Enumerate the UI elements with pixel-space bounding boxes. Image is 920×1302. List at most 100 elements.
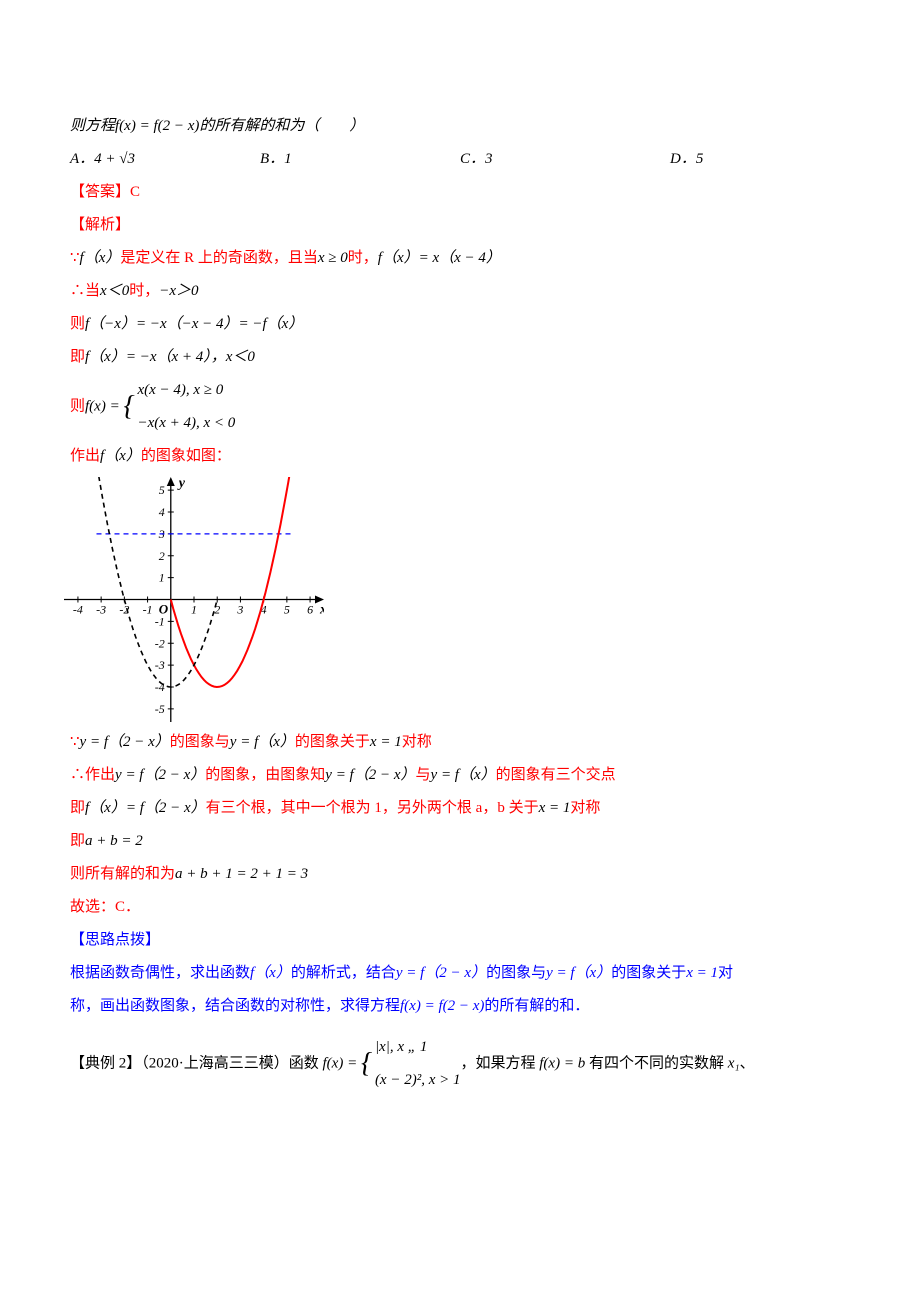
s11a: 则所有解的和为 [70, 866, 175, 882]
svg-text:-2: -2 [155, 636, 165, 650]
ex2b: f(x) = [323, 1055, 361, 1071]
sol-line-6: 作出f（x）的图象如图： [70, 440, 850, 473]
s7a: ∵ [70, 734, 80, 750]
option-d: D．5 [670, 143, 703, 176]
s2e: −x＞0 [159, 283, 198, 299]
svg-text:-4: -4 [73, 603, 83, 617]
s10a: 即 [70, 833, 85, 849]
sol-line-4: 即f（x）= −x（x + 4），x＜0 [70, 341, 850, 374]
ex2a: 【典例 2】（2020·上海高三三模）函数 [70, 1055, 319, 1071]
s9d: x = 1 [539, 800, 571, 816]
function-graph: -4-3-2-1123456-5-4-3-2-112345Oxy [64, 477, 324, 722]
h2a: 称，画出函数图象，结合函数的对称性，求得方程 [70, 998, 400, 1014]
svg-text:6: 6 [307, 603, 313, 617]
piecewise-2: {|x|, x „ 1 (x − 2)², x > 1 [361, 1031, 461, 1097]
s7f: x = 1 [370, 734, 402, 750]
s7g: 对称 [402, 734, 432, 750]
svg-text:-3: -3 [96, 603, 106, 617]
sol-line-10: 即a + b = 2 [70, 825, 850, 858]
s8d: 的图象，由图象知 [205, 767, 325, 783]
svg-text:O: O [159, 602, 169, 617]
option-c: C．3 [460, 143, 670, 176]
svg-text:-5: -5 [155, 702, 165, 716]
h2c: 的所有解的和． [484, 998, 589, 1014]
s7d: y = f（x） [230, 734, 295, 750]
s8h: 的图象有三个交点 [496, 767, 616, 783]
pw2-row2: (x − 2)², x > 1 [375, 1072, 461, 1088]
svg-text:-3: -3 [155, 658, 165, 672]
s2b: 当 [85, 283, 100, 299]
s9c: 有三个根，其中一个根为 1，另外两个根 a，b 关于 [206, 800, 539, 816]
sol-line-7: ∵y = f（2 − x）的图象与y = f（x）的图象关于x = 1对称 [70, 726, 850, 759]
s10b: a + b = 2 [85, 833, 143, 849]
svg-text:-1: -1 [143, 603, 153, 617]
s3a: 则 [70, 316, 85, 332]
options-row: A．4 + √3 B．1 C．3 D．5 [70, 143, 850, 176]
ex2d: f(x) = b [539, 1055, 585, 1071]
s1c: 是定义在 R 上的奇函数，且当 [120, 250, 318, 266]
s8c: y = f（2 − x） [115, 767, 205, 783]
question-stem: 则方程f(x) = f(2 − x)的所有解的和为（ ） [70, 110, 850, 143]
svg-text:1: 1 [159, 571, 165, 585]
svg-text:x: x [319, 603, 324, 618]
s3b: f（−x）= −x（−x − 4）= −f（x） [85, 316, 303, 332]
s1d: x ≥ 0 [318, 250, 348, 266]
svg-text:2: 2 [159, 549, 165, 563]
s2c: x＜0 [100, 283, 129, 299]
s4a: 即 [70, 349, 85, 365]
brace-icon: { [123, 372, 134, 442]
svg-text:5: 5 [284, 603, 290, 617]
stem-text: 则方程f(x) = f(2 − x)的所有解的和为（ ） [70, 118, 364, 134]
s1f: f（x）= x（x − 4） [378, 250, 501, 266]
answer-line: 【答案】C [70, 176, 850, 209]
s2d: 时， [129, 283, 159, 299]
s6c: 的图象如图： [141, 448, 231, 464]
hint-line-2: 称，画出函数图象，结合函数的对称性，求得方程f(x) = f(2 − x)的所有… [70, 990, 850, 1023]
svg-text:3: 3 [236, 603, 243, 617]
ex2c: ，如果方程 [460, 1055, 535, 1071]
svg-text:1: 1 [191, 603, 197, 617]
s9e: 对称 [570, 800, 600, 816]
s1b: f（x） [80, 250, 121, 266]
ex2g: 、 [740, 1055, 755, 1071]
sol-line-5: 则f(x) = { x(x − 4), x ≥ 0−x(x + 4), x < … [70, 374, 850, 440]
sol-line-3: 则f（−x）= −x（−x − 4）= −f（x） [70, 308, 850, 341]
s2a: ∴ [70, 283, 85, 299]
sol-line-11: 则所有解的和为a + b + 1 = 2 + 1 = 3 [70, 858, 850, 891]
option-a: A．4 + √3 [70, 143, 260, 176]
s7b: y = f（2 − x） [80, 734, 170, 750]
example-2: 【典例 2】（2020·上海高三三模）函数 f(x) = {|x|, x „ 1… [70, 1031, 850, 1097]
piecewise-1: { x(x − 4), x ≥ 0 −x(x + 4), x < 0 [123, 374, 235, 440]
ex2e: 有四个不同的实数解 [589, 1055, 724, 1071]
s6b: f（x） [100, 448, 141, 464]
s8a: ∴ [70, 767, 85, 783]
s4b: f（x）= −x（x + 4），x＜0 [85, 349, 255, 365]
pw1-row2: −x(x + 4), x < 0 [137, 415, 235, 431]
h2b: f(x) = f(2 − x) [400, 998, 484, 1014]
s9a: 即 [70, 800, 85, 816]
sol-line-8: ∴作出y = f（2 − x）的图象，由图象知y = f（2 − x）与y = … [70, 759, 850, 792]
s7e: 的图象关于 [295, 734, 370, 750]
s8e: y = f（2 − x） [325, 767, 415, 783]
h1e: 的图象与 [486, 965, 546, 981]
sol-line-12: 故选：C． [70, 891, 850, 924]
sol-line-2: ∴当x＜0时，−x＞0 [70, 275, 850, 308]
pw2-row1: |x|, x „ 1 [375, 1039, 427, 1055]
svg-text:4: 4 [159, 505, 165, 519]
pw1-row1: x(x − 4), x ≥ 0 [137, 382, 223, 398]
answer-value: C [130, 184, 140, 200]
brace-icon-2: { [361, 1029, 372, 1099]
s8g: y = f（x） [431, 767, 496, 783]
s5a: 则 [70, 398, 85, 414]
h1g: 的图象关于 [611, 965, 686, 981]
h1b: f（x） [250, 965, 291, 981]
s1e: 时， [348, 250, 378, 266]
h1d: y = f（2 − x） [396, 965, 486, 981]
option-b: B．1 [260, 143, 460, 176]
h1a: 根据函数奇偶性，求出函数 [70, 965, 250, 981]
svg-text:y: y [177, 477, 186, 491]
s8b: 作出 [85, 767, 115, 783]
page: 则方程f(x) = f(2 − x)的所有解的和为（ ） A．4 + √3 B．… [0, 0, 920, 1302]
s7c: 的图象与 [170, 734, 230, 750]
hint-label: 【思路点拨】 [70, 924, 850, 957]
